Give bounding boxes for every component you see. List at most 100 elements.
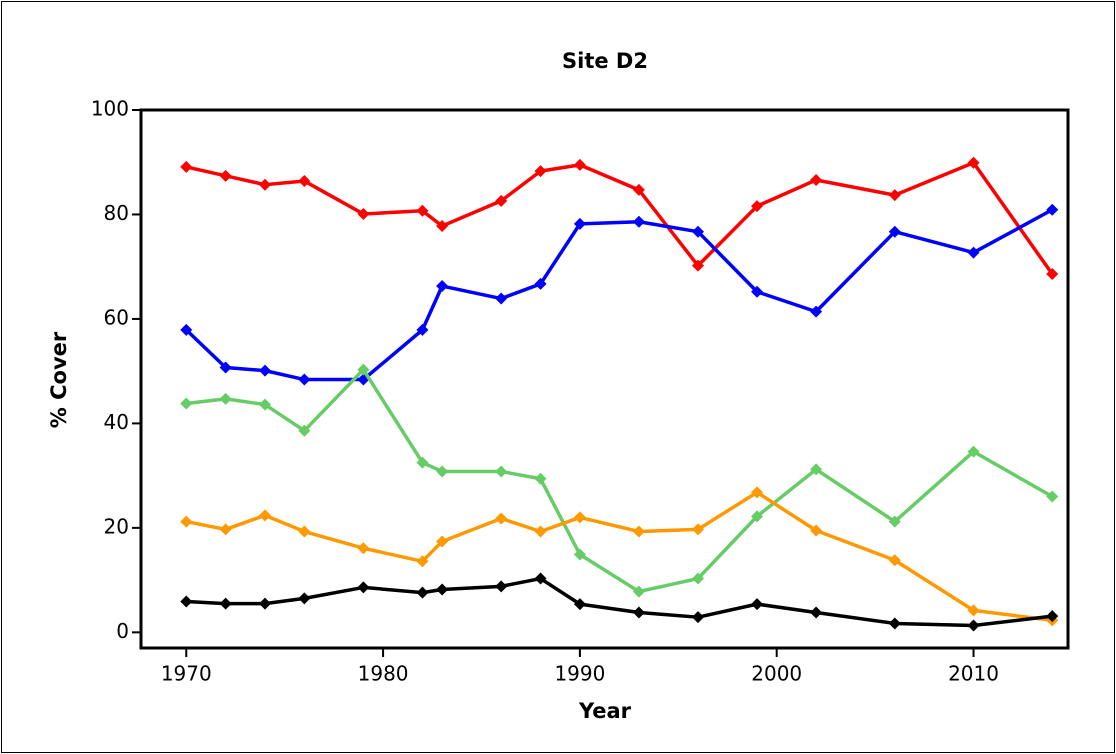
data-point [219, 523, 232, 536]
y-tick-label: 20 [104, 514, 129, 538]
data-point [810, 606, 823, 619]
data-point [180, 160, 193, 173]
x-tick-label: 1980 [358, 662, 409, 686]
data-point [436, 280, 449, 293]
x-tick-label: 2010 [948, 662, 999, 686]
data-point [751, 486, 764, 499]
data-point [751, 285, 764, 298]
data-point [534, 525, 547, 538]
y-tick-label: 100 [91, 97, 129, 121]
y-tick-label: 0 [116, 619, 129, 643]
data-point [357, 363, 370, 376]
data-point [691, 523, 704, 536]
data-point [691, 572, 704, 585]
data-point [258, 597, 271, 610]
y-tick-label: 80 [104, 201, 129, 225]
data-point [298, 424, 311, 437]
data-point [888, 617, 901, 630]
data-point [298, 175, 311, 188]
data-point [888, 189, 901, 202]
data-point [534, 572, 547, 585]
data-point [436, 535, 449, 548]
data-point [416, 555, 429, 568]
data-point [258, 509, 271, 522]
data-point [1046, 490, 1059, 503]
data-point [219, 361, 232, 374]
data-point [495, 194, 508, 207]
data-point [573, 158, 586, 171]
y-tick-label: 60 [104, 305, 129, 329]
chart-title: Site D2 [562, 49, 648, 73]
data-point [967, 619, 980, 632]
data-point [258, 364, 271, 377]
x-tick-label: 2000 [751, 662, 802, 686]
data-point [219, 392, 232, 405]
data-point [534, 165, 547, 178]
data-point [495, 292, 508, 305]
data-point [357, 581, 370, 594]
data-point [573, 598, 586, 611]
data-point [495, 465, 508, 478]
data-point [967, 246, 980, 259]
data-point [810, 463, 823, 476]
data-point [751, 200, 764, 213]
data-point [436, 583, 449, 596]
data-point [258, 178, 271, 191]
data-point [219, 169, 232, 182]
data-point [180, 397, 193, 410]
data-point [298, 373, 311, 386]
data-point [573, 217, 586, 230]
data-point [1046, 268, 1059, 281]
data-point [751, 598, 764, 611]
data-point [180, 515, 193, 528]
data-point [888, 225, 901, 238]
data-point [436, 465, 449, 478]
data-point [298, 525, 311, 538]
data-point [534, 472, 547, 485]
plot-frame [139, 108, 1070, 650]
data-point [751, 510, 764, 523]
data-point [495, 512, 508, 525]
data-point [967, 604, 980, 617]
y-tick-label: 40 [104, 410, 129, 434]
data-point [416, 586, 429, 599]
data-point [967, 156, 980, 169]
data-point [219, 597, 232, 610]
data-point [357, 207, 370, 220]
data-point [691, 225, 704, 238]
data-point [888, 515, 901, 528]
x-tick-label: 1990 [554, 662, 605, 686]
data-point [810, 173, 823, 186]
x-tick-label: 1970 [161, 662, 212, 686]
data-point [180, 595, 193, 608]
data-point [810, 305, 823, 318]
y-axis-label: % Cover [47, 331, 71, 428]
data-point [691, 259, 704, 272]
data-point [632, 215, 645, 228]
data-point [632, 606, 645, 619]
data-point [632, 585, 645, 598]
data-point [416, 323, 429, 336]
data-point [495, 580, 508, 593]
data-point [632, 525, 645, 538]
data-point [1046, 203, 1059, 216]
data-point [534, 277, 547, 290]
x-axis-label: Year [578, 699, 632, 723]
data-point [888, 554, 901, 567]
data-point [180, 323, 193, 336]
data-point [1046, 610, 1059, 623]
data-point [573, 511, 586, 524]
data-point [691, 611, 704, 624]
data-point [357, 542, 370, 555]
data-point [416, 204, 429, 217]
data-point [416, 456, 429, 469]
data-point [573, 548, 586, 561]
data-point [298, 592, 311, 605]
data-point [810, 524, 823, 537]
data-point [258, 398, 271, 411]
data-point [436, 219, 449, 232]
data-point [967, 445, 980, 458]
data-point [632, 183, 645, 196]
